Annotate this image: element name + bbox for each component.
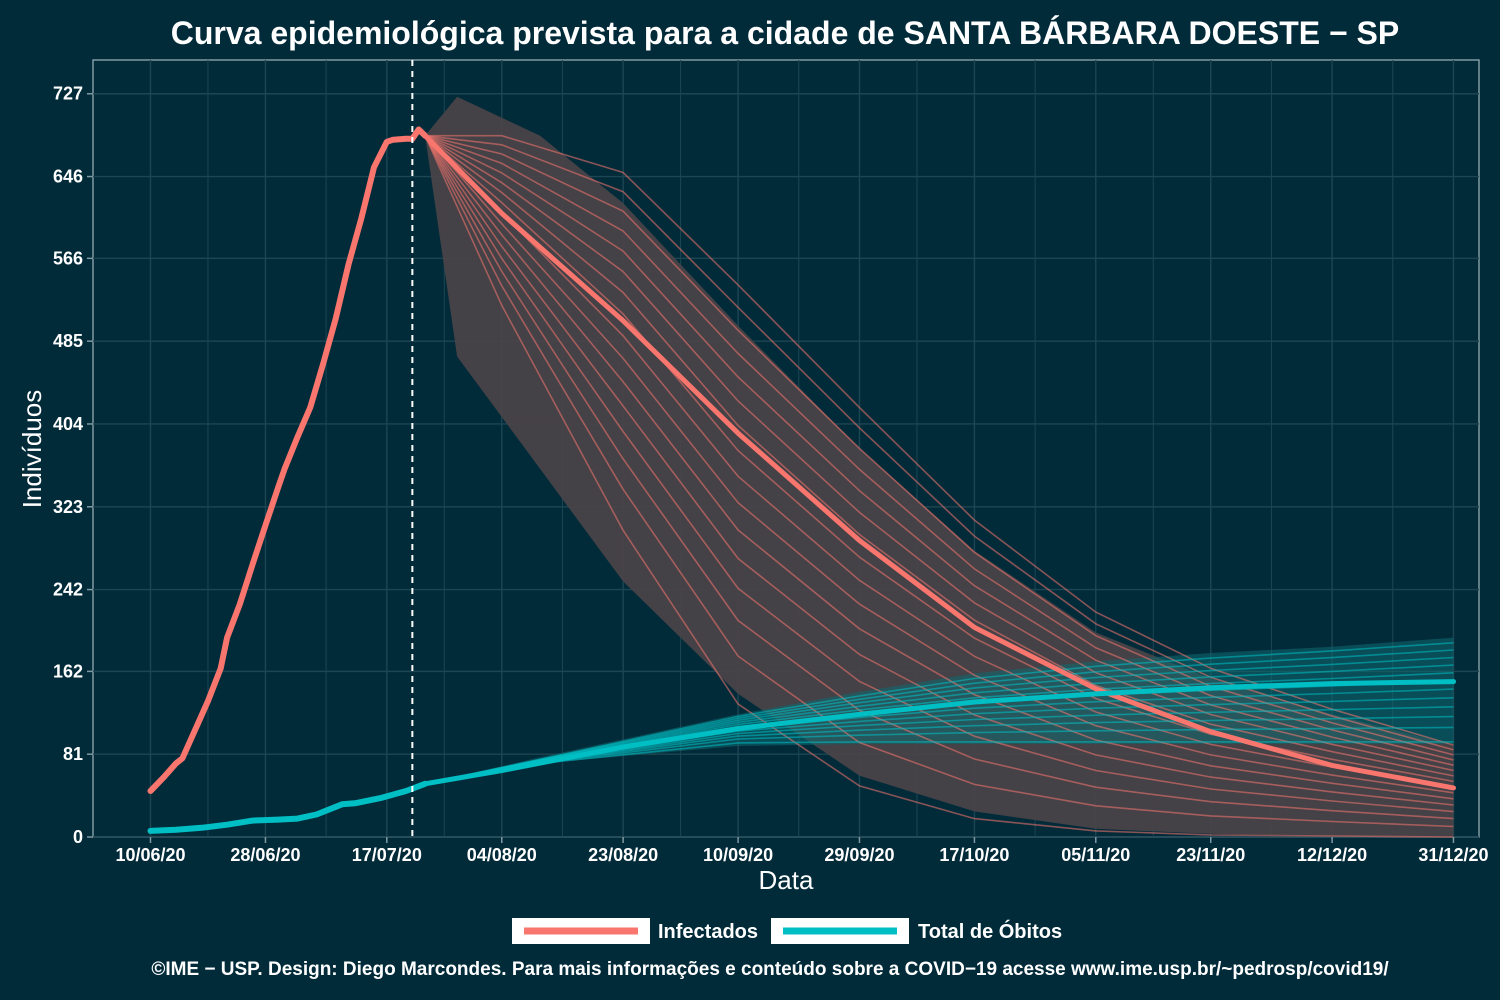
- forecast-trajectory-obitos: [424, 715, 1454, 785]
- legend: Infectados Total de Óbitos: [512, 918, 1062, 944]
- forecast-trajectory-obitos: [424, 726, 1454, 785]
- forecast-trajectory-obitos: [424, 741, 1454, 785]
- forecast-trajectory-infectados: [425, 134, 1454, 751]
- y-tick-label: 0: [73, 827, 83, 847]
- footer-credit: ©IME − USP. Design: Diego Marcondes. Par…: [151, 959, 1389, 980]
- forecast-trajectory-infectados: [424, 135, 1454, 828]
- x-axis-title: Data: [759, 865, 814, 895]
- y-tick-label: 485: [53, 331, 83, 351]
- x-tick-label: 23/08/20: [588, 845, 658, 865]
- forecast-trajectory-obitos: [424, 664, 1454, 785]
- x-tick-label: 10/09/20: [703, 845, 773, 865]
- y-axis: 0 81 162 242 323 404 485 566 646 727: [53, 84, 93, 847]
- forecast-trajectory-infectados: [424, 135, 1454, 794]
- x-tick-label: 04/08/20: [467, 845, 537, 865]
- y-tick-label: 727: [53, 84, 83, 104]
- x-tick-label: 29/09/20: [824, 845, 894, 865]
- series-line-obitos-observed: [147, 780, 429, 834]
- forecast-trajectory-infectados: [424, 135, 1454, 838]
- forecast-trajectory-obitos: [424, 649, 1454, 785]
- forecast-trajectory-infectados: [424, 135, 1454, 800]
- x-tick-label: 28/06/20: [230, 845, 300, 865]
- series-line-obitos-forecast_median: [422, 679, 1456, 787]
- x-tick-label: 12/12/20: [1297, 845, 1367, 865]
- forecast-trajectory-obitos: [424, 642, 1454, 785]
- y-tick-label: 162: [53, 661, 83, 681]
- y-axis-title: Indivíduos: [17, 390, 47, 509]
- y-tick-label: 323: [53, 497, 83, 517]
- x-tick-label: 10/06/20: [115, 845, 185, 865]
- band-infectados: [425, 96, 1454, 838]
- y-tick-label: 242: [53, 580, 83, 600]
- plot-panel: [92, 59, 1480, 838]
- forecast-trajectory-infectados: [424, 134, 1454, 766]
- legend-label-infectados: Infectados: [658, 921, 758, 943]
- forecast-trajectory-infectados: [424, 134, 1454, 761]
- y-tick-label: 404: [53, 414, 83, 434]
- x-tick-label: 23/11/20: [1176, 845, 1245, 865]
- x-axis: 10/06/20 28/06/20 17/07/20 04/08/20 23/08/20…: [115, 837, 1488, 865]
- x-tick-label: 05/11/20: [1061, 845, 1130, 865]
- x-tick-label: 17/10/20: [939, 845, 1009, 865]
- x-tick-label: 17/07/20: [352, 845, 422, 865]
- legend-label-obitos: Total de Óbitos: [918, 919, 1062, 943]
- y-tick-label: 566: [53, 248, 83, 268]
- x-tick-label: 31/12/20: [1418, 845, 1488, 865]
- series-line-infectados-forecast_median: [422, 133, 1456, 791]
- forecast-trajectory-infectados: [424, 134, 1454, 756]
- y-tick-label: 646: [53, 167, 83, 187]
- forecast-trajectory-infectados: [424, 135, 1454, 806]
- chart-title: Curva epidemiológica prevista para a cid…: [171, 15, 1399, 51]
- forecast-trajectory-infectados: [424, 135, 1454, 788]
- forecast-trajectory-infectados: [424, 135, 1454, 777]
- forecast-trajectory-obitos: [424, 656, 1454, 785]
- y-tick-label: 81: [63, 744, 83, 764]
- series-line-infectados-observed: [147, 126, 429, 794]
